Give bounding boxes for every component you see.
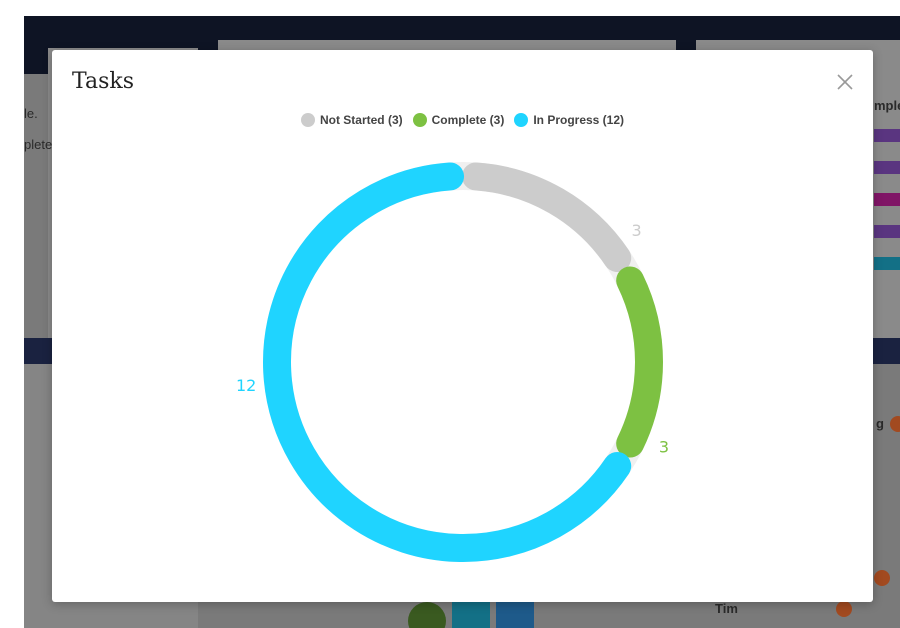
background-bar — [496, 602, 534, 628]
legend-label: Not Started (3) — [319, 113, 403, 127]
background-dot — [874, 570, 890, 586]
background-text: Tim — [715, 601, 738, 616]
chart-legend: Not Started (3) Complete (3) In Progress… — [52, 113, 873, 127]
donut-slice-complete[interactable] — [616, 266, 663, 458]
legend-item-not-started[interactable]: Not Started (3) — [300, 113, 403, 127]
background-text: le. — [24, 106, 38, 121]
value-label-complete: 3 — [659, 437, 669, 456]
legend-item-in-progress[interactable]: In Progress (12) — [514, 113, 624, 127]
background-bar — [874, 225, 900, 238]
tasks-modal: Tasks Not Started (3) Complete (3) In Pr… — [52, 50, 873, 602]
donut-chart: 3 3 12 — [236, 162, 669, 562]
close-icon[interactable] — [835, 72, 855, 92]
background-bar — [874, 193, 900, 206]
legend-label: In Progress (12) — [533, 113, 625, 127]
background-circle — [408, 602, 446, 628]
value-label-in-progress: 12 — [236, 376, 256, 395]
background-bar — [874, 161, 900, 174]
modal-title: Tasks — [72, 69, 134, 94]
legend-item-complete[interactable]: Complete (3) — [412, 113, 505, 127]
background-bar — [874, 257, 900, 270]
value-label-not-started: 3 — [632, 221, 642, 240]
background-text: mplet — [874, 98, 900, 113]
legend-swatch — [412, 113, 427, 127]
background-dot — [836, 601, 852, 617]
background-text: g — [876, 416, 884, 431]
donut-slice-not-started[interactable] — [461, 162, 632, 272]
background-bar — [874, 129, 900, 142]
donut-slice-in-progress[interactable] — [263, 162, 632, 562]
background-text: pleted — [24, 137, 60, 152]
background-bar — [452, 602, 490, 628]
legend-swatch — [514, 113, 529, 127]
background-dot — [890, 416, 900, 432]
legend-swatch — [300, 113, 315, 127]
legend-label: Complete (3) — [431, 113, 505, 127]
